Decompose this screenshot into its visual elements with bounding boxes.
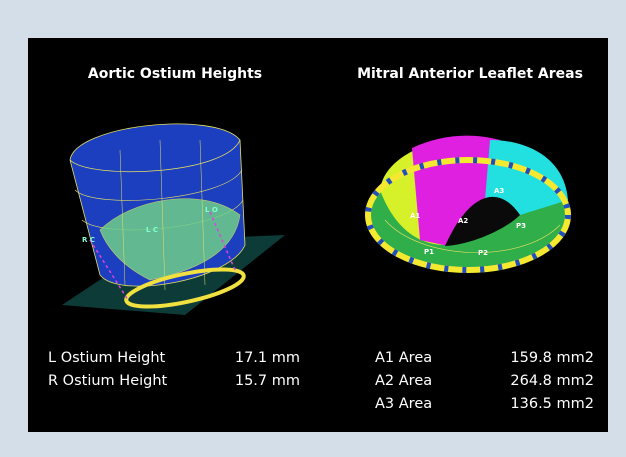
measurement-value: 15.7 mm — [235, 373, 300, 389]
image-label: L C — [146, 226, 158, 234]
measurement-label: R Ostium Height — [48, 373, 168, 389]
measurement-value: 136.5 mm2 — [510, 396, 594, 412]
measurement-value: 159.8 mm2 — [510, 350, 594, 366]
panel-title: Mitral Anterior Leaflet Areas — [357, 66, 583, 82]
image-label: P2 — [478, 249, 488, 257]
image-label: P3 — [516, 222, 526, 230]
mitral-illustration: A1 A2 A3 P1 P2 P3 — [365, 135, 571, 273]
image-label: A3 — [494, 187, 504, 195]
measurement-label: L Ostium Height — [48, 350, 166, 366]
aortic-illustration: L O L C R C — [62, 123, 285, 315]
measurement-label: A1 Area — [375, 350, 432, 366]
measurement-label: A3 Area — [375, 396, 432, 412]
image-label: P1 — [424, 248, 434, 256]
image-label: L O — [205, 206, 218, 214]
image-label: R C — [82, 236, 95, 244]
measurement-label: A2 Area — [375, 373, 432, 389]
panel-title: Aortic Ostium Heights — [88, 66, 262, 82]
image-label: A1 — [410, 212, 420, 220]
measurement-value: 264.8 mm2 — [510, 373, 594, 389]
measurement-value: 17.1 mm — [235, 350, 300, 366]
image-label: A2 — [458, 217, 468, 225]
